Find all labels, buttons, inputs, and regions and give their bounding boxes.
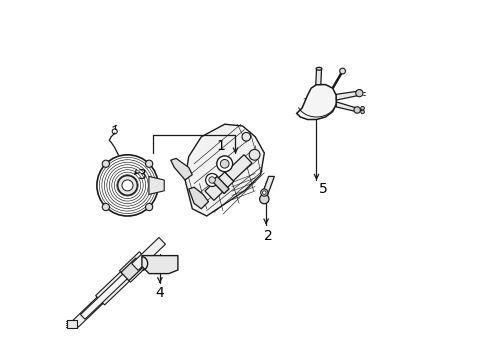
Circle shape [145,160,152,167]
Polygon shape [336,102,356,112]
Circle shape [262,191,265,194]
Polygon shape [185,124,264,216]
Polygon shape [170,158,192,180]
Polygon shape [261,176,274,196]
Circle shape [102,160,109,167]
Circle shape [360,107,364,110]
Circle shape [220,159,228,168]
Circle shape [249,149,260,160]
Ellipse shape [316,67,321,70]
Circle shape [118,176,137,195]
Polygon shape [296,85,336,120]
Polygon shape [149,176,164,194]
Circle shape [353,107,360,113]
Polygon shape [204,172,233,201]
Text: 2: 2 [263,229,272,243]
Circle shape [360,110,364,114]
Circle shape [102,203,109,211]
Text: 3: 3 [137,168,146,181]
Polygon shape [142,256,178,274]
Circle shape [208,177,215,183]
Text: 4: 4 [155,287,164,300]
Polygon shape [212,176,228,194]
Circle shape [242,132,250,141]
Circle shape [122,180,133,191]
Polygon shape [119,252,150,282]
Circle shape [260,189,267,196]
Polygon shape [315,69,321,85]
Polygon shape [336,91,359,100]
Polygon shape [67,320,77,328]
Polygon shape [72,292,108,327]
Text: 1: 1 [216,139,225,153]
Circle shape [339,68,345,74]
Circle shape [355,90,362,97]
Polygon shape [188,187,208,209]
Circle shape [97,155,158,216]
Circle shape [145,203,152,211]
Polygon shape [121,258,143,281]
Circle shape [205,174,218,186]
Polygon shape [225,155,251,181]
Circle shape [259,194,268,204]
Circle shape [216,156,232,172]
Polygon shape [96,267,134,305]
Polygon shape [131,238,165,270]
Text: 5: 5 [319,182,327,196]
Polygon shape [81,269,132,319]
